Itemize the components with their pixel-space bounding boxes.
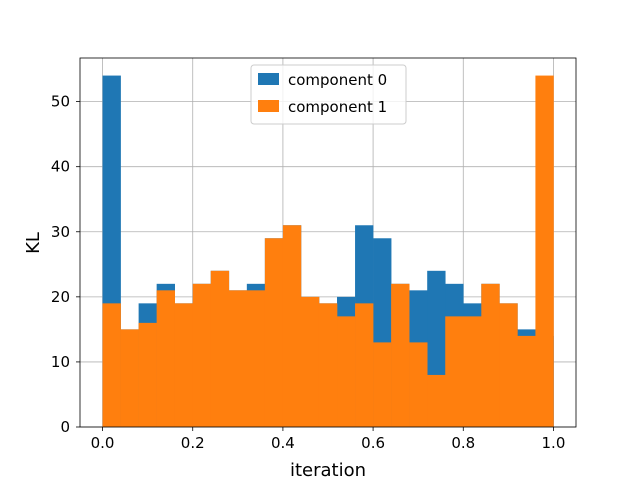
plot-frame: [79, 57, 577, 428]
bar-component-1-bin-14: [355, 303, 374, 427]
bar-component-1-bin-22: [499, 303, 518, 427]
y-axis-ticks: 0 10 20 30 40 50: [51, 93, 80, 436]
bar-component-1-bin-24: [535, 75, 554, 428]
bar-component-1-bin-6: [210, 270, 230, 427]
bar-component-1-bin-12: [318, 303, 338, 427]
bar-component-1-bin-11: [300, 296, 320, 427]
legend: component 0 component 1: [250, 64, 407, 125]
legend-label-component-1: component 1: [288, 98, 387, 116]
bars: [102, 75, 554, 428]
axes: [79, 57, 577, 428]
y-tick-label: 10: [51, 353, 70, 371]
y-tick-label: 30: [51, 223, 70, 241]
bar-component-1-bin-9: [264, 238, 284, 427]
y-tick-label: 40: [51, 158, 70, 176]
legend-swatch-component-1: [258, 100, 279, 112]
bar-component-1-bin-17: [409, 342, 428, 427]
x-tick-label: 1.0: [542, 434, 566, 452]
bar-component-1-bin-13: [337, 316, 356, 427]
bar-component-1-bin-10: [282, 225, 302, 427]
bar-component-1-bin-1: [120, 329, 139, 427]
bar-component-1-bin-0: [102, 303, 121, 427]
x-tick-label: 0.4: [271, 434, 295, 452]
x-axis-label: iteration: [290, 460, 366, 480]
y-tick-label: 20: [51, 288, 70, 306]
bar-component-1-bin-19: [445, 316, 464, 427]
bar-component-1-bin-2: [138, 322, 157, 427]
bar-component-1-bin-7: [228, 290, 248, 427]
bar-component-1-bin-23: [517, 335, 536, 427]
bar-component-1-bin-16: [391, 283, 410, 427]
bar-component-1-bin-21: [481, 283, 500, 427]
legend-box: [250, 64, 407, 125]
x-axis-ticks: 0.0 0.2 0.4 0.6 0.8 1.0: [91, 427, 566, 452]
x-tick-label: 0.0: [91, 434, 115, 452]
bar-component-1-bin-8: [246, 290, 266, 427]
y-tick-label: 50: [51, 93, 70, 111]
legend-swatch-component-0: [258, 73, 279, 85]
bar-component-1-bin-4: [174, 303, 194, 427]
bar-component-1-bin-5: [192, 283, 212, 427]
x-tick-label: 0.6: [361, 434, 385, 452]
bar-component-1-bin-18: [427, 374, 446, 427]
bar-component-1-bin-3: [156, 290, 175, 427]
bar-component-1-bin-20: [463, 316, 482, 427]
bar-component-1-bin-15: [373, 342, 392, 427]
legend-label-component-0: component 0: [288, 71, 387, 89]
y-tick-label: 0: [60, 418, 70, 436]
y-axis-label: KL: [23, 232, 44, 254]
x-tick-label: 0.8: [451, 434, 475, 452]
x-tick-label: 0.2: [181, 434, 205, 452]
